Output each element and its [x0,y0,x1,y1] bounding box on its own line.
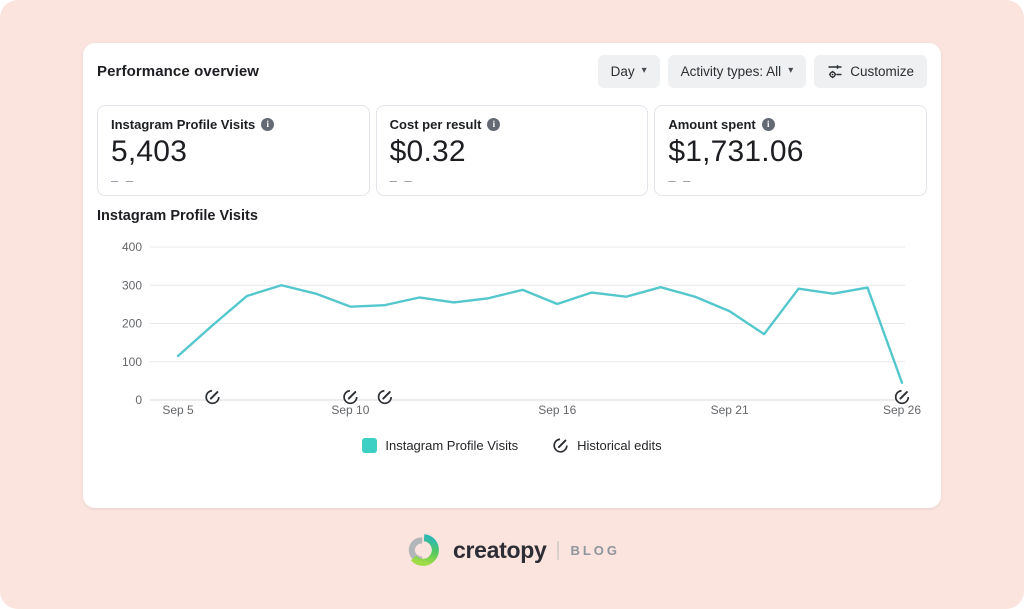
customize-label: Customize [850,63,914,79]
metric-comparison-placeholder: – – [668,173,693,188]
chart-legend: Instagram Profile Visits Historical edit… [83,437,941,454]
performance-overview-panel: Performance overview Day ▾ Activity type… [83,43,941,508]
svg-text:Sep 21: Sep 21 [711,403,749,417]
panel-header: Performance overview Day ▾ Activity type… [97,53,927,89]
chevron-down-icon: ▾ [641,65,647,76]
legend-label-series: Instagram Profile Visits [385,438,519,453]
svg-text:Sep 10: Sep 10 [331,403,369,417]
svg-text:300: 300 [122,278,142,292]
creatopy-logo-icon [404,531,442,569]
metric-card-instagram-profile-visits[interactable]: Instagram Profile Visits i 5,403 – – [97,105,370,196]
info-icon[interactable]: i [487,118,501,131]
metric-label: Instagram Profile Visits [111,117,256,132]
svg-text:100: 100 [122,355,142,369]
activity-types-dropdown[interactable]: Activity types: All ▾ [667,54,807,88]
brand-divider [557,540,560,560]
metric-comparison-placeholder: – – [389,173,414,188]
metric-label: Amount spent [668,117,756,132]
svg-text:0: 0 [135,393,142,407]
metric-value: 5,403 [111,135,188,168]
legend-label-historical-edits: Historical edits [577,438,662,453]
brand-suffix: BLOG [570,542,621,558]
day-dropdown-label: Day [610,63,635,79]
historical-edits-icon [552,437,569,454]
info-icon[interactable]: i [761,118,775,131]
sliders-gear-icon [827,63,843,79]
svg-text:Sep 16: Sep 16 [538,403,576,417]
metrics-row: Instagram Profile Visits i 5,403 – – Cos… [97,105,928,196]
brand-name: creatopy [452,536,547,563]
metric-value: $0.32 [389,135,466,168]
info-icon[interactable]: i [261,118,275,131]
customize-button[interactable]: Customize [814,54,927,88]
day-dropdown[interactable]: Day ▾ [597,54,660,88]
chevron-down-icon: ▾ [788,65,794,76]
chart-title: Instagram Profile Visits [97,208,258,224]
svg-text:200: 200 [122,317,142,331]
metric-value: $1,731.06 [668,135,804,168]
metric-card-cost-per-result[interactable]: Cost per result i $0.32 – – [375,105,649,196]
panel-title: Performance overview [97,62,260,80]
legend-swatch-instagram-profile-visits [362,438,378,453]
line-chart[interactable]: 0 100 200 300 400 Sep 5 Sep 10 Sep 16 Sep 21 Sep … [83,235,941,425]
svg-text:Sep 5: Sep 5 [162,403,194,417]
metric-card-amount-spent[interactable]: Amount spent i $1,731.06 – – [654,105,928,196]
panel-controls: Day ▾ Activity types: All ▾ [597,54,927,88]
metric-label: Cost per result [389,117,482,132]
svg-text:Sep 26: Sep 26 [883,403,921,417]
metric-comparison-placeholder: – – [111,173,136,188]
activity-types-label: Activity types: All [680,63,782,79]
footer-brand-link[interactable]: creatopy BLOG [0,531,1024,569]
svg-text:400: 400 [122,240,142,254]
